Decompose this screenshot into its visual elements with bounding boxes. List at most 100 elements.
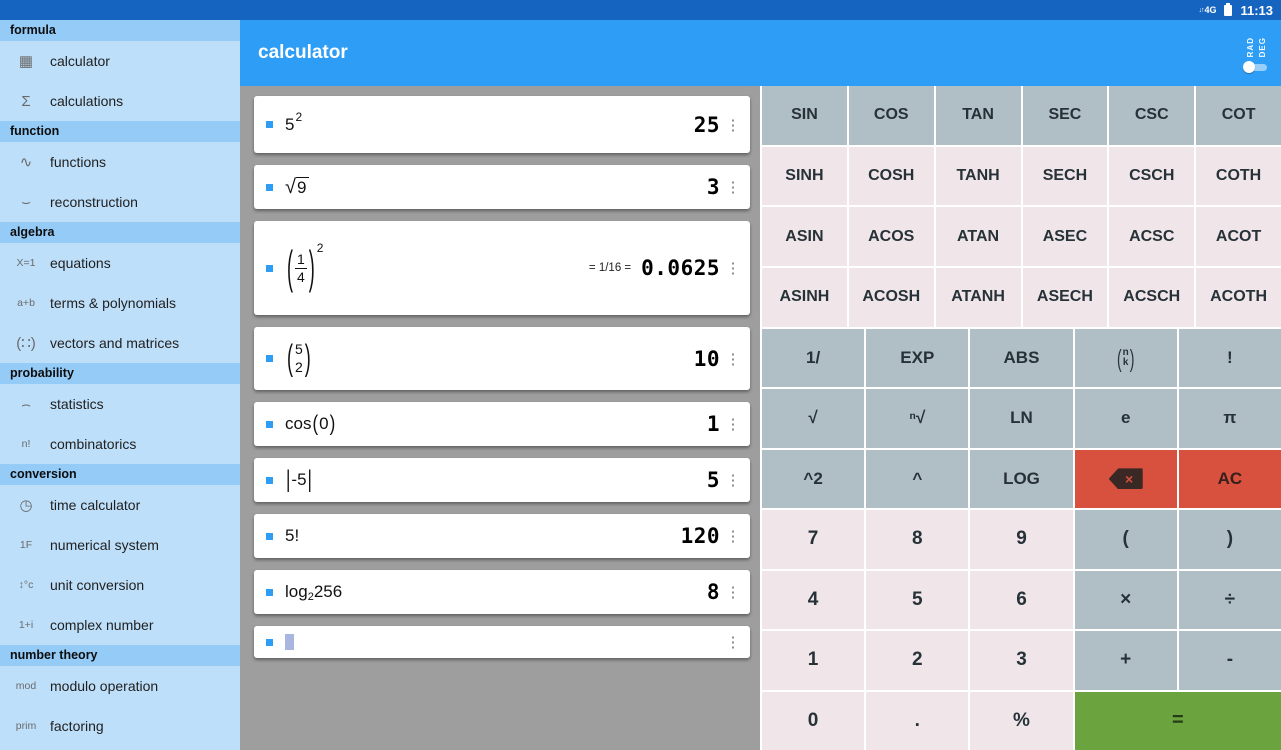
key-sec[interactable]: SEC — [1022, 86, 1108, 145]
card-menu-button[interactable]: ⋮ — [725, 634, 741, 651]
key-backspace[interactable]: × — [1074, 449, 1177, 509]
sidebar-item-functions[interactable]: ∿ functions — [0, 142, 240, 182]
key-ln[interactable]: LN — [970, 389, 1073, 448]
sidebar-item-complex-number[interactable]: 1+i complex number — [0, 605, 240, 645]
key-decimal[interactable]: . — [866, 691, 969, 750]
card-menu-button[interactable]: ⋮ — [725, 350, 741, 368]
key-sin[interactable]: SIN — [762, 86, 847, 145]
card-menu-button[interactable]: ⋮ — [725, 116, 741, 134]
key-close-paren[interactable]: ) — [1178, 510, 1281, 569]
key-coth[interactable]: COTH — [1196, 146, 1281, 206]
sidebar-item-label: terms & polynomials — [50, 295, 177, 311]
key-all-clear[interactable]: AC — [1178, 449, 1281, 509]
history-card[interactable]: cos(0) 1 ⋮ — [254, 402, 750, 446]
history-card[interactable]: 5! 120 ⋮ — [254, 514, 750, 558]
history-card[interactable]: √ 9 3 ⋮ — [254, 165, 750, 209]
sidebar-item-terms-polynomials[interactable]: a+b terms & polynomials — [0, 283, 240, 323]
key-6[interactable]: 6 — [970, 570, 1073, 630]
key-5[interactable]: 5 — [866, 570, 969, 630]
key-acsch[interactable]: ACSCH — [1109, 268, 1195, 327]
key-asec[interactable]: ASEC — [1022, 207, 1108, 267]
key-n-choose-k[interactable]: (n k) — [1074, 328, 1177, 388]
sidebar-item-unit-conversion[interactable]: ↕°c unit conversion — [0, 565, 240, 605]
key-acos[interactable]: ACOS — [848, 207, 934, 267]
key-tan[interactable]: TAN — [935, 86, 1021, 145]
key-square-root[interactable]: √ — [762, 389, 865, 448]
sidebar-item-statistics[interactable]: ⌢ statistics — [0, 384, 240, 424]
rad-deg-switch[interactable] — [1243, 60, 1267, 73]
key-euler[interactable]: e — [1074, 389, 1177, 448]
card-menu-button[interactable]: ⋮ — [725, 260, 741, 277]
angle-mode-toggle[interactable]: RAD DEG — [1243, 33, 1267, 73]
key-acot[interactable]: ACOT — [1196, 207, 1281, 267]
key-asin[interactable]: ASIN — [762, 207, 847, 267]
key-reciprocal[interactable]: 1/ — [762, 328, 865, 388]
card-menu-button[interactable]: ⋮ — [725, 528, 741, 545]
key-acosh[interactable]: ACOSH — [848, 268, 934, 327]
key-divide[interactable]: ÷ — [1178, 570, 1281, 630]
sidebar-item-combinatorics[interactable]: n! combinatorics — [0, 424, 240, 464]
history-card[interactable]: log 2 256 8 ⋮ — [254, 570, 750, 614]
key-cosh[interactable]: COSH — [848, 146, 934, 206]
card-menu-button[interactable]: ⋮ — [725, 179, 741, 196]
key-minus[interactable]: - — [1178, 631, 1281, 690]
sidebar-item-numerical-system[interactable]: 1F numerical system — [0, 525, 240, 565]
sidebar-item-factoring[interactable]: prim factoring — [0, 706, 240, 746]
key-4[interactable]: 4 — [762, 570, 865, 630]
key-csch[interactable]: CSCH — [1109, 146, 1195, 206]
unit-icon: ↕°c — [18, 579, 34, 591]
key-cot[interactable]: COT — [1196, 86, 1281, 145]
complex-icon: 1+i — [18, 619, 34, 631]
key-8[interactable]: 8 — [866, 510, 969, 569]
sidebar-section-header: probability — [0, 363, 240, 384]
key-equals[interactable]: = — [1074, 691, 1281, 750]
sidebar-item-label: numerical system — [50, 537, 159, 553]
key-atan[interactable]: ATAN — [935, 207, 1021, 267]
key-3[interactable]: 3 — [970, 631, 1073, 690]
key-asinh[interactable]: ASINH — [762, 268, 847, 327]
key-sech[interactable]: SECH — [1022, 146, 1108, 206]
card-menu-button[interactable]: ⋮ — [725, 416, 741, 433]
key-percent[interactable]: % — [970, 691, 1073, 750]
key-abs[interactable]: ABS — [970, 328, 1073, 388]
key-plus[interactable]: + — [1074, 631, 1177, 690]
key-1[interactable]: 1 — [762, 631, 865, 690]
key-asech[interactable]: ASECH — [1022, 268, 1108, 327]
key-csc[interactable]: CSC — [1109, 86, 1195, 145]
sidebar-item-time-calculator[interactable]: ◷ time calculator — [0, 485, 240, 525]
key-log[interactable]: LOG — [970, 449, 1073, 509]
history-card[interactable]: | -5 | 5 ⋮ — [254, 458, 750, 502]
key-7[interactable]: 7 — [762, 510, 865, 569]
sidebar-item-modulo-operation[interactable]: mod modulo operation — [0, 666, 240, 706]
card-menu-button[interactable]: ⋮ — [725, 472, 741, 489]
sidebar-item-reconstruction[interactable]: ⌣ reconstruction — [0, 182, 240, 222]
sidebar-item-equations[interactable]: X=1 equations — [0, 243, 240, 283]
key-sinh[interactable]: SINH — [762, 146, 847, 206]
expression-bullet-icon — [266, 420, 273, 428]
key-power[interactable]: ^ — [866, 449, 969, 509]
input-card[interactable]: ⋮ — [254, 626, 750, 658]
key-atanh[interactable]: ATANH — [935, 268, 1021, 327]
key-open-paren[interactable]: ( — [1074, 510, 1177, 569]
sidebar-item-calculator[interactable]: ▦ calculator — [0, 41, 240, 81]
key-0[interactable]: 0 — [762, 691, 865, 750]
key-exp[interactable]: EXP — [866, 328, 969, 388]
key-multiply[interactable]: × — [1074, 570, 1177, 630]
key-acoth[interactable]: ACOTH — [1196, 268, 1281, 327]
key-factorial[interactable]: ! — [1178, 328, 1281, 388]
sidebar-item-vectors-and-matrices[interactable]: (∷) vectors and matrices — [0, 323, 240, 363]
key-cos[interactable]: COS — [848, 86, 934, 145]
key-acsc[interactable]: ACSC — [1109, 207, 1195, 267]
key-2[interactable]: 2 — [866, 631, 969, 690]
key-square[interactable]: ^2 — [762, 449, 865, 509]
key-nth-root[interactable]: ⁿ√ — [866, 389, 969, 448]
key-tanh[interactable]: TANH — [935, 146, 1021, 206]
deg-label: DEG — [1257, 37, 1267, 58]
card-menu-button[interactable]: ⋮ — [725, 584, 741, 601]
key-pi[interactable]: π — [1178, 389, 1281, 448]
key-9[interactable]: 9 — [970, 510, 1073, 569]
